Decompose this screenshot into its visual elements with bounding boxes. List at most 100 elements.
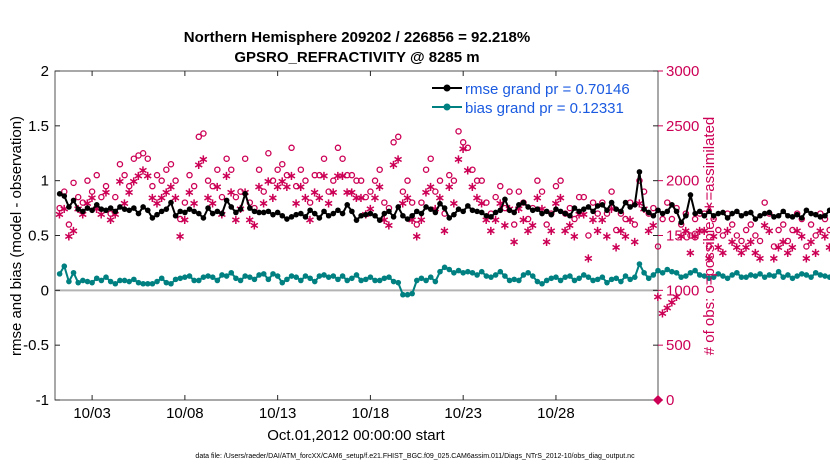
assimilated-obs-point: ∗ [54,207,65,222]
assimilated-obs-point: ∗ [244,212,255,227]
possible-obs-point [306,199,314,206]
rmse-point [386,208,392,215]
rmse-point [567,212,573,219]
rmse-point [223,197,230,204]
bias-point [757,271,763,277]
bias-point [562,274,569,280]
bias-point [209,274,216,280]
bias-point [474,272,480,278]
x-tick-label: 10/23 [444,405,482,422]
rmse-point [604,207,610,214]
bias-point [798,271,805,277]
bias-point [469,269,476,276]
assimilated-obs-point: ∗ [444,179,455,194]
rmse-point [478,209,485,216]
x-tick-label: 10/13 [259,405,297,422]
y-tick-label: 0 [41,282,49,299]
bias-point [529,273,536,279]
possible-obs-point [538,188,546,195]
bias-point [298,277,304,284]
rmse-point [706,208,712,215]
rmse-point [144,207,151,214]
possible-obs-point [432,188,439,195]
bias-point [618,278,624,285]
bias-point [103,274,109,280]
assimilated-obs-point: ∗ [792,223,803,238]
assimilated-obs-point: ∗ [745,234,756,249]
assimilated-obs-point: ∗ [523,223,534,238]
rmse-point [539,210,545,217]
rmse-point [557,208,564,215]
assimilated-obs-point: ∗ [374,179,385,194]
rmse-point [339,210,346,217]
assimilated-obs-point: ∗ [59,201,70,216]
possible-obs-point [297,166,305,173]
assimilated-obs-point: ∗ [824,239,830,254]
rmse-point [205,205,211,211]
assimilated-obs-point: ∗ [393,152,404,167]
rmse-point [270,211,276,218]
assimilated-obs-point: ∗ [634,196,645,211]
assimilated-obs-point: ∗ [583,250,594,265]
possible-obs-point [228,166,235,173]
bias-point [381,275,388,282]
bias-point [534,278,541,285]
possible-obs-point [204,177,212,184]
assimilated-obs-point: ∗ [388,157,399,172]
possible-obs-point [464,144,472,152]
rmse-point [724,215,731,221]
possible-obs-point [608,188,615,195]
assimilated-obs-point: ∗ [91,201,102,216]
assimilated-obs-point: ∗ [606,201,617,216]
assimilated-obs-point: ∗ [736,245,747,260]
rmse-point [265,208,272,215]
possible-obs-point [130,155,138,162]
legend-bias-label: bias grand pr = 0.12331 [465,100,624,117]
rmse-point [414,208,420,215]
assimilated-obs-point: ∗ [175,229,186,244]
bias-point [121,277,128,284]
rmse-point [214,208,221,215]
possible-obs-point [719,232,727,239]
assimilated-obs-point: ∗ [119,196,130,211]
possible-obs-point [56,204,63,212]
possible-obs-point [98,193,105,201]
bias-point [409,290,415,297]
bias-point [144,280,151,287]
bias-point [274,273,281,279]
bias-point [182,274,188,280]
bias-point [636,261,643,267]
bias-point [279,279,286,286]
rmse-point [131,205,137,211]
y-tick-label: -1 [36,392,49,409]
possible-obs-point [260,188,267,195]
possible-obs-point [102,182,110,190]
assimilated-obs-point: ∗ [625,212,636,227]
possible-obs-point [691,215,699,223]
bias-point [414,277,420,284]
possible-obs-point [459,139,467,146]
rmse-point [66,204,72,210]
possible-obs-point [381,199,388,206]
possible-obs-point [330,177,337,184]
assimilated-obs-point: ∗ [114,174,125,189]
rmse-point [599,201,606,208]
rmse-point [775,212,782,219]
assimilated-obs-point: ∗ [620,229,631,244]
rmse-point [826,207,830,214]
possible-obs-point [181,199,189,206]
possible-obs-point [594,210,601,217]
assimilated-obs-point: ∗ [439,223,450,238]
bias-point [362,276,369,283]
bias-point [56,271,63,277]
possible-obs-point [167,160,175,168]
rmse-point [61,193,68,199]
legend: rmse grand pr = 0.70146 bias grand pr = … [432,81,630,117]
possible-obs-point [742,226,750,234]
assimilated-obs-point: ∗ [787,239,798,254]
assimilated-obs-point: ∗ [295,179,306,194]
assimilated-obs-point: ∗ [411,229,422,244]
possible-obs-point [279,160,286,168]
rmse-point [135,210,142,217]
assimilated-obs-point: ∗ [597,212,608,227]
